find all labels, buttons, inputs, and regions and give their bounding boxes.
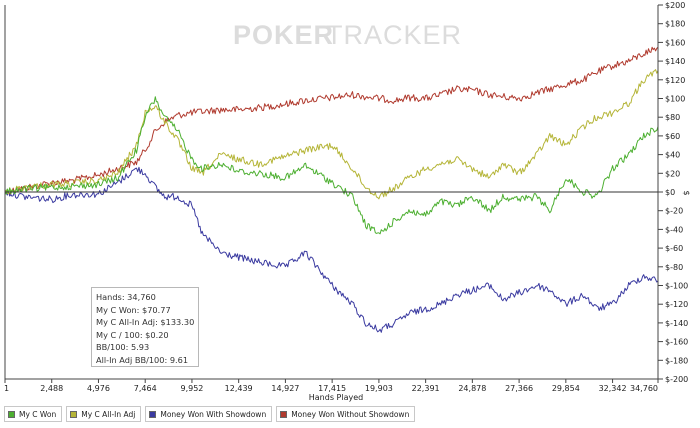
legend-label: Money Won With Showdown <box>160 409 267 419</box>
legend-label: Money Won Without Showdown <box>291 409 410 419</box>
x-tick-label: 17,415 <box>318 384 346 393</box>
y-tick-label: $180 <box>665 20 685 29</box>
legend-swatch <box>280 410 288 418</box>
y-tick-label: $80 <box>665 113 680 122</box>
y-tick-label: $-180 <box>665 356 688 365</box>
legend-item-my-c-all-in-adj[interactable]: My C All-In Adj <box>66 406 142 422</box>
x-axis-title: Hands Played <box>309 393 363 402</box>
y-tick-label: $-20 <box>665 207 683 216</box>
stats-allin-adj: My C All-In Adj: $133.30 <box>96 317 195 328</box>
x-tick-label: 32,342 <box>599 384 627 393</box>
x-tick-label: 1 <box>4 384 9 393</box>
legend: My C Won My C All-In Adj Money Won With … <box>4 406 416 422</box>
y-tick-label: $-80 <box>665 263 683 272</box>
y-tick-label: $0 <box>665 188 675 197</box>
y-tick-label: $100 <box>665 95 685 104</box>
x-tick-label: 9,952 <box>180 384 203 393</box>
axis-layer: $-200 $-180 $-160 $-140 $-120 $-100 $-80 $-60 $-… <box>4 1 688 393</box>
y-axis-title: $ <box>682 190 691 195</box>
y-tick-label: $-120 <box>665 300 688 309</box>
y-tick-label: $-60 <box>665 244 683 253</box>
x-tick-label: 2,488 <box>40 384 63 393</box>
pokertracker-watermark: POKER TRACKER <box>233 20 462 50</box>
series-line-my-c-all-in-adj <box>4 69 659 200</box>
y-tick-label: $40 <box>665 151 680 160</box>
y-tick-label: $120 <box>665 76 685 85</box>
x-tick-label: 34,760 <box>630 384 658 393</box>
y-tick-label: $60 <box>665 132 680 141</box>
legend-label: My C All-In Adj <box>81 409 136 419</box>
stats-won: My C Won: $70.77 <box>96 304 171 315</box>
x-tick-label: 19,903 <box>365 384 393 393</box>
x-tick-label: 22,391 <box>412 384 440 393</box>
stats-allin-bb-100: All-In Adj BB/100: 9.61 <box>96 354 189 365</box>
series-layer <box>4 46 659 333</box>
x-tick-label: 14,927 <box>271 384 299 393</box>
x-tick-label: 7,464 <box>134 384 157 393</box>
y-tick-label: $-40 <box>665 225 683 234</box>
x-tick-label: 4,976 <box>87 384 110 393</box>
series-line-money-won-with-showdown <box>4 166 659 333</box>
y-tick-label: $200 <box>665 1 685 10</box>
x-tick-label: 24,878 <box>458 384 486 393</box>
stats-summary-box: Hands: 34,760 My C Won: $70.77 My C All-… <box>91 287 199 367</box>
y-tick-label: $140 <box>665 57 685 66</box>
y-tick-label: $20 <box>665 169 680 178</box>
stats-hands: Hands: 34,760 <box>96 292 156 302</box>
y-tick-label: $160 <box>665 38 685 47</box>
watermark-brand-light: TRACKER <box>326 20 462 50</box>
stats-per-100: My C / 100: $0.20 <box>96 329 169 340</box>
x-tick-label: 12,439 <box>225 384 253 393</box>
x-tick-label: 27,366 <box>505 384 533 393</box>
legend-item-money-won-with-showdown[interactable]: Money Won With Showdown <box>145 406 273 422</box>
x-tick-label: 29,854 <box>552 384 580 393</box>
legend-label: My C Won <box>19 409 57 419</box>
legend-swatch <box>8 410 15 418</box>
watermark-brand-bold: POKER <box>233 20 334 50</box>
y-tick-label: $-100 <box>665 282 688 291</box>
y-tick-label: $-160 <box>665 338 688 347</box>
legend-swatch <box>149 410 157 418</box>
stats-bb-100: BB/100: 5.93 <box>96 342 150 353</box>
legend-item-money-won-without-showdown[interactable]: Money Won Without Showdown <box>276 406 416 422</box>
series-line-money-won-without-showdown <box>4 46 659 195</box>
legend-swatch <box>70 410 78 418</box>
y-tick-label: $-140 <box>665 319 688 328</box>
legend-item-my-c-won[interactable]: My C Won <box>4 406 63 422</box>
series-line-my-c-won <box>4 96 659 235</box>
y-tick-label: $-200 <box>665 375 688 384</box>
